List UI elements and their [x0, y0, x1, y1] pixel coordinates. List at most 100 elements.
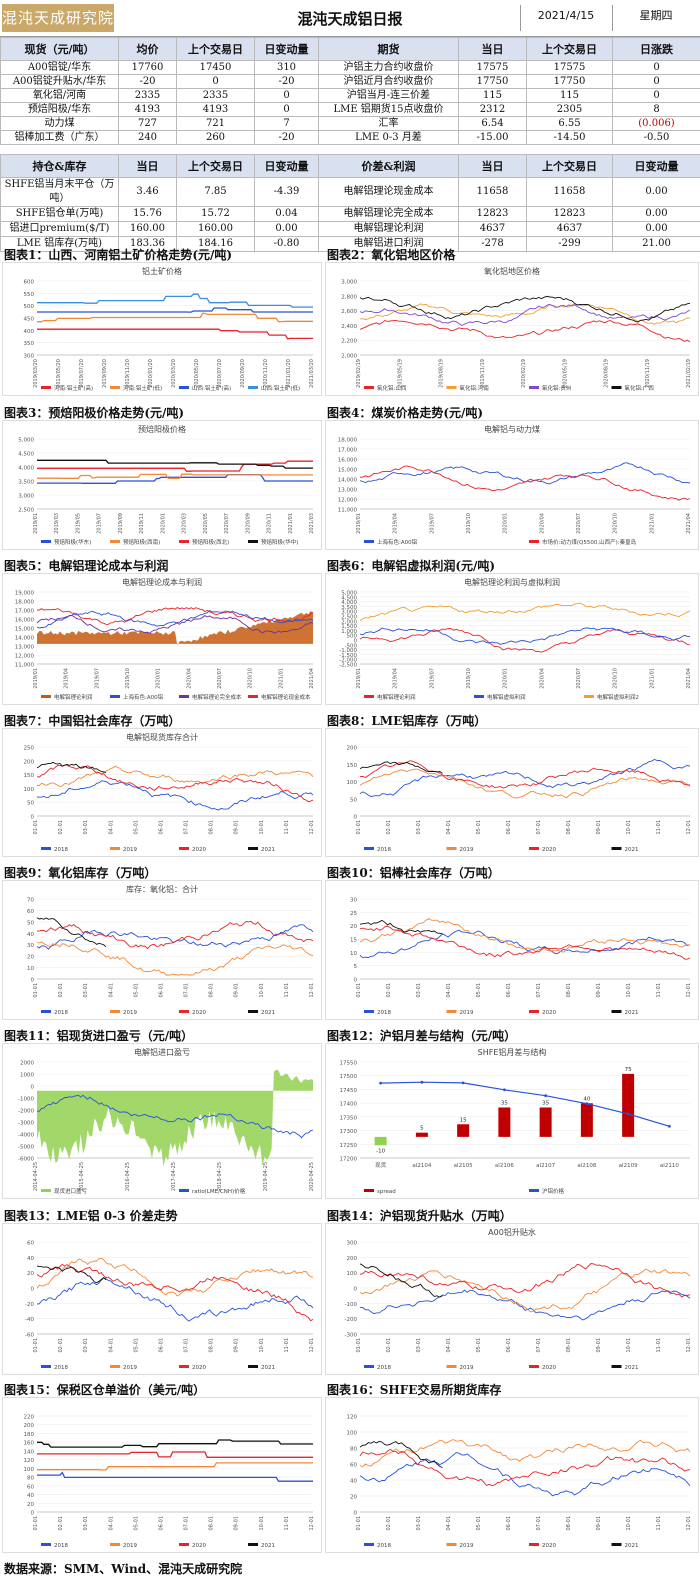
table-cell: 183.36	[118, 236, 177, 252]
legend-swatch	[41, 1189, 51, 1192]
legend-swatch	[41, 847, 51, 850]
y-tick-label: 13,000	[338, 488, 358, 494]
figure-title: 图表6：电解铝虚拟利润(元/吨)	[327, 559, 496, 573]
x-tick-label: 11-01	[284, 1516, 290, 1531]
x-tick-label: 2019/01	[33, 513, 39, 534]
x-tick-label: 08-01	[566, 1516, 572, 1531]
legend-label: 2021	[625, 1543, 639, 1549]
legend-swatch	[446, 1543, 457, 1546]
legend-swatch	[248, 1365, 258, 1368]
y-tick-label: 500	[347, 634, 358, 640]
legend-label: 2018	[377, 1543, 391, 1549]
x-tick-label: 02-01	[386, 1338, 392, 1353]
y-tick-label: 17300	[340, 1129, 358, 1135]
chart-svg: SHFE铝月差与结构 17200 17250 17300 17350 17400 17450…	[340, 1047, 690, 1195]
legend-label: 2021	[625, 847, 639, 853]
series-line	[359, 761, 443, 774]
y-tick-label: -200	[345, 1317, 358, 1323]
legend-label: 氧化铝:山西	[377, 384, 407, 392]
x-tick-label: 07-01	[536, 1338, 542, 1353]
y-tick-label: 150	[24, 773, 35, 779]
bar-label: 75	[625, 1067, 632, 1073]
x-tick-label: 08-01	[209, 1338, 215, 1353]
y-tick-label: 17400	[340, 1102, 358, 1108]
x-tick-label: 2014-04-25	[33, 1162, 39, 1191]
legend-label: 2021	[625, 1365, 639, 1371]
x-tick-label: 2019/10	[125, 668, 131, 689]
table-cell: 115	[526, 88, 613, 103]
y-tick-label: 13,000	[15, 645, 35, 651]
table-cell: 7.85	[176, 177, 255, 207]
x-tick-label: 2021/04	[686, 668, 692, 689]
x-tick-label: 2019/07	[97, 513, 103, 534]
spread-bar	[539, 1107, 552, 1137]
col-header: 均价	[118, 37, 177, 61]
legend-label: 2019	[460, 847, 474, 853]
series-line	[359, 295, 691, 323]
x-tick-label: 2020/11/19	[645, 359, 651, 388]
x-tick-label: 2021/03/20	[309, 359, 315, 388]
bar-label: 5	[420, 1126, 424, 1132]
legend-label: 电解铝虚拟利润2	[597, 693, 639, 701]
series-line	[359, 1268, 691, 1313]
y-tick-label: 0	[354, 1287, 358, 1293]
x-tick-label: 2019/05	[75, 513, 81, 534]
series-line	[36, 614, 314, 634]
x-tick-label: 2020/03/20	[171, 359, 177, 388]
y-tick-label: -20	[25, 1302, 34, 1308]
x-tick-label: 01-01	[33, 1516, 39, 1531]
chart-title: 预焙阳极价格	[138, 424, 186, 434]
y-tick-label: 18,000	[15, 600, 35, 606]
legend-swatch	[248, 386, 258, 389]
col-header: 当日	[458, 37, 527, 61]
report-header: 混沌天成研究院 混沌天成铝日报 2021/4/15 星期四	[0, 0, 700, 37]
series-line	[36, 761, 107, 774]
legend-swatch	[611, 386, 622, 389]
legend-label: 电解铝理论利润	[54, 693, 93, 701]
y-tick-label: 20	[350, 1495, 357, 1501]
x-tick-label: 11-01	[284, 820, 290, 835]
y-tick-label: 140	[24, 1449, 35, 1455]
y-tick-label: 15	[350, 938, 357, 944]
chart-svg: 铝土矿价格 300 350 400 450 500 550 600 2019/03/20 2019…	[24, 266, 316, 392]
x-tick-label: 10-01	[626, 1516, 632, 1531]
x-tick-label: 02-01	[58, 1338, 64, 1353]
table-cell: 12823	[526, 206, 613, 222]
table-row: 铝进口premium($/T) 160.00 160.00 0.00 电解铝理论利润 46…	[0, 221, 700, 237]
table-cell: 21.00	[612, 236, 700, 252]
table-cell: 4193	[176, 102, 255, 117]
x-tick-label: 2019-04-25	[263, 1162, 269, 1191]
legend-swatch	[110, 540, 120, 543]
series-line	[37, 460, 313, 472]
bar-label: 35	[501, 1100, 508, 1106]
table-cell: 铝棒加工费（广东）	[0, 130, 119, 145]
legend-label: 氧化铝:贵州	[542, 384, 571, 392]
figure-chart: 电解铝理论利润与虚拟利润 -2,500 -2,000 -1,500 -1,000 -500…	[325, 573, 699, 705]
table-cell: 0	[612, 74, 700, 89]
y-tick-label: 17550	[340, 1061, 358, 1067]
table-cell: 0.00	[254, 221, 319, 237]
chart-title: 电解铝进口盈亏	[134, 1047, 190, 1057]
x-tick-label: 12-01	[309, 820, 315, 835]
x-tick-label: 02-01	[58, 1516, 64, 1531]
y-tick-label: 80	[350, 1447, 357, 1453]
x-tick-label: 05-01	[476, 1338, 482, 1353]
table-cell: 8	[612, 102, 700, 117]
legend-label: 山西:铝土矿(低)	[261, 384, 300, 392]
bar-label: 40	[583, 1096, 590, 1102]
series-line	[359, 303, 691, 326]
price-point	[503, 1088, 506, 1092]
x-tick-label: 03-01	[83, 1516, 89, 1531]
table-cell: 17760	[118, 60, 177, 75]
x-tick-label: 08-01	[209, 820, 215, 835]
col-header: 当日	[458, 154, 527, 178]
table-row: A00铝锭/华东 17760 17450 310 沪铝主力合约收盘价 17575 17575…	[0, 60, 700, 75]
legend-swatch	[248, 847, 258, 850]
legend-swatch	[41, 1010, 51, 1013]
y-tick-label: 70	[27, 898, 34, 904]
series-line	[359, 602, 691, 621]
chart-svg: 电解铝与动力煤 11,000 12,000 13,000 14,000 15,000 16,…	[338, 424, 692, 546]
table-cell: 11658	[526, 177, 613, 207]
data-source-note: 数据来源：SMM、Wind、混沌天成研究院	[4, 1562, 243, 1576]
y-tick-label: 3,000	[18, 494, 34, 500]
